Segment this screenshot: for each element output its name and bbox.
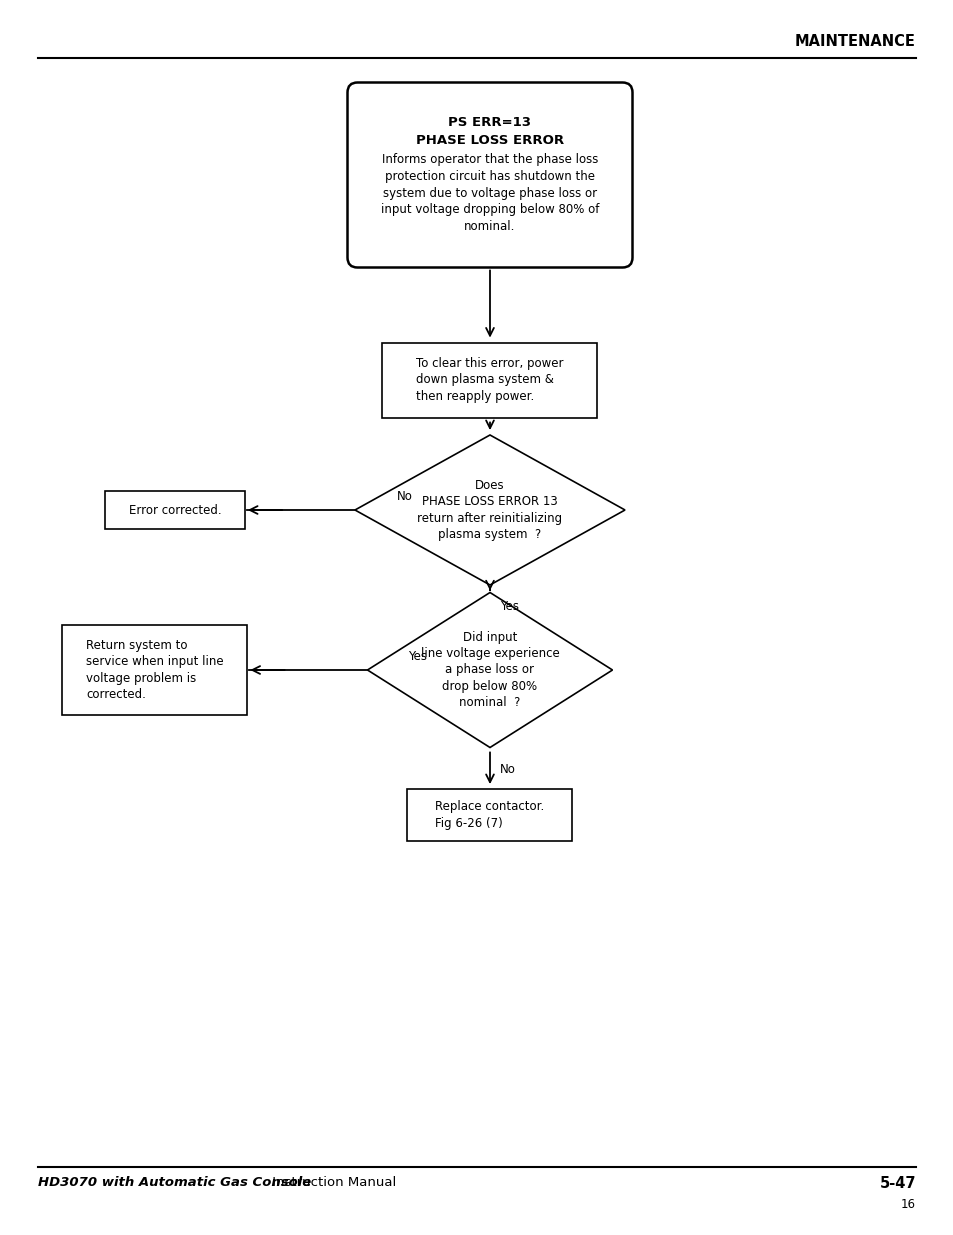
FancyBboxPatch shape [347, 83, 632, 268]
Polygon shape [367, 593, 612, 747]
Text: Did input
line voltage experience
a phase loss or
drop below 80%
nominal  ?: Did input line voltage experience a phas… [420, 631, 558, 709]
Text: Yes: Yes [408, 650, 427, 662]
Text: PS ERR=13: PS ERR=13 [448, 116, 531, 130]
Text: Informs operator that the phase loss
protection circuit has shutdown the
system : Informs operator that the phase loss pro… [380, 153, 598, 232]
Text: No: No [396, 489, 413, 503]
Text: Replace contactor.
Fig 6-26 (7): Replace contactor. Fig 6-26 (7) [435, 800, 544, 830]
Bar [407, 789, 572, 841]
Bar [382, 342, 597, 417]
Text: 16: 16 [900, 1198, 915, 1212]
Text: Instruction Manual: Instruction Manual [268, 1177, 395, 1189]
Text: Return system to
service when input line
voltage problem is
corrected.: Return system to service when input line… [86, 638, 224, 701]
Text: No: No [499, 763, 516, 776]
Polygon shape [355, 435, 624, 585]
Text: MAINTENANCE: MAINTENANCE [794, 35, 915, 49]
Text: 5-47: 5-47 [879, 1176, 915, 1191]
Text: HD3070 with Automatic Gas Console: HD3070 with Automatic Gas Console [38, 1177, 311, 1189]
Bar [63, 625, 247, 715]
Bar [105, 492, 245, 529]
Text: To clear this error, power
down plasma system &
then reapply power.: To clear this error, power down plasma s… [416, 357, 563, 403]
Text: PHASE LOSS ERROR: PHASE LOSS ERROR [416, 135, 563, 147]
Text: Does
PHASE LOSS ERROR 13
return after reinitializing
plasma system  ?: Does PHASE LOSS ERROR 13 return after re… [417, 479, 562, 541]
Text: Yes: Yes [500, 600, 519, 614]
Text: Error corrected.: Error corrected. [129, 504, 221, 516]
